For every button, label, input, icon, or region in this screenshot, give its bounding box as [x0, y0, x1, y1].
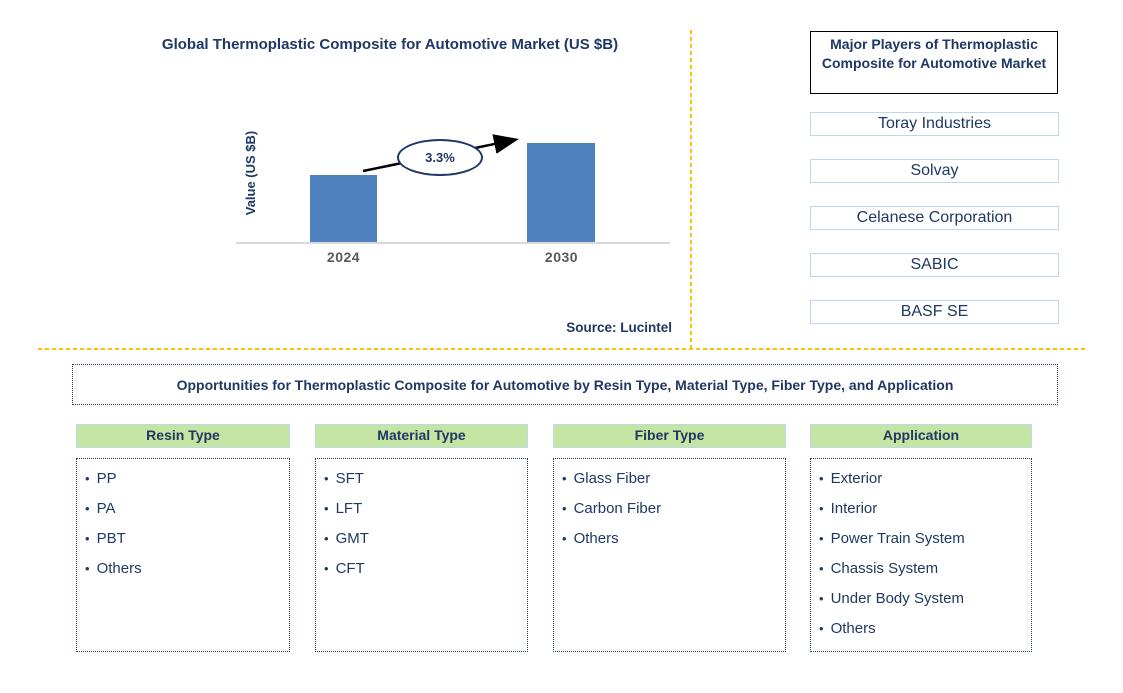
column-header-application: Application: [810, 424, 1032, 448]
list-item: • Others: [819, 620, 876, 637]
vertical-divider: [690, 30, 692, 348]
bullet-icon: •: [819, 501, 824, 516]
bar-2030: [527, 143, 595, 242]
major-players-title: Major Players of Thermoplastic Composite…: [810, 31, 1058, 94]
growth-rate-label: 3.3%: [425, 150, 455, 165]
chart-title: Global Thermoplastic Composite for Autom…: [161, 36, 619, 53]
list-item: • Under Body System: [819, 590, 964, 607]
bullet-icon: •: [324, 531, 329, 546]
horizontal-divider: [38, 348, 1085, 350]
list-item: • Power Train System: [819, 530, 965, 547]
column-header-material-type: Material Type: [315, 424, 528, 448]
list-item: • PBT: [85, 530, 126, 547]
bullet-icon: •: [85, 561, 90, 576]
major-players-list: Toray Industries Solvay Celanese Corporati…: [810, 112, 1059, 347]
x-axis-line: [236, 242, 670, 244]
company-box: Toray Industries: [810, 112, 1059, 136]
company-box: BASF SE: [810, 300, 1059, 324]
bar-chart: [236, 143, 670, 242]
list-item: • PA: [85, 500, 116, 517]
column-list-application: • Exterior • Interior • Power Train System • Ch…: [810, 458, 1032, 652]
list-item: • Carbon Fiber: [562, 500, 662, 517]
company-box: Celanese Corporation: [810, 206, 1059, 230]
list-item: • Interior: [819, 500, 878, 517]
company-box: SABIC: [810, 253, 1059, 277]
list-item: • Others: [85, 560, 142, 577]
bullet-icon: •: [85, 471, 90, 486]
column-list-material-type: • SFT • LFT • GMT • CFT: [315, 458, 528, 652]
bullet-icon: •: [819, 621, 824, 636]
list-item: • Exterior: [819, 470, 883, 487]
bullet-icon: •: [819, 471, 824, 486]
list-item: • Chassis System: [819, 560, 939, 577]
list-item: • LFT: [324, 500, 363, 517]
list-item: • GMT: [324, 530, 369, 547]
bullet-icon: •: [85, 501, 90, 516]
bullet-icon: •: [324, 561, 329, 576]
bullet-icon: •: [819, 561, 824, 576]
bullet-icon: •: [819, 591, 824, 606]
bullet-icon: •: [85, 531, 90, 546]
x-tick-2030: 2030: [544, 249, 579, 265]
list-item: • PP: [85, 470, 117, 487]
list-item: • Others: [562, 530, 619, 547]
company-box: Solvay: [810, 159, 1059, 183]
bar-2024: [310, 175, 377, 242]
bullet-icon: •: [819, 531, 824, 546]
column-list-resin-type: • PP • PA • PBT • Others: [76, 458, 290, 652]
growth-rate-badge: 3.3%: [397, 139, 483, 176]
opportunities-banner: Opportunities for Thermoplastic Composit…: [72, 364, 1058, 405]
x-tick-2024: 2024: [326, 249, 361, 265]
column-list-fiber-type: • Glass Fiber • Carbon Fiber • Others: [553, 458, 786, 652]
bullet-icon: •: [562, 501, 567, 516]
column-header-resin-type: Resin Type: [76, 424, 290, 448]
list-item: • SFT: [324, 470, 364, 487]
source-label: Source: Lucintel: [566, 320, 672, 335]
bullet-icon: •: [562, 531, 567, 546]
bullet-icon: •: [562, 471, 567, 486]
bullet-icon: •: [324, 501, 329, 516]
list-item: • Glass Fiber: [562, 470, 651, 487]
column-header-fiber-type: Fiber Type: [553, 424, 786, 448]
list-item: • CFT: [324, 560, 365, 577]
bullet-icon: •: [324, 471, 329, 486]
